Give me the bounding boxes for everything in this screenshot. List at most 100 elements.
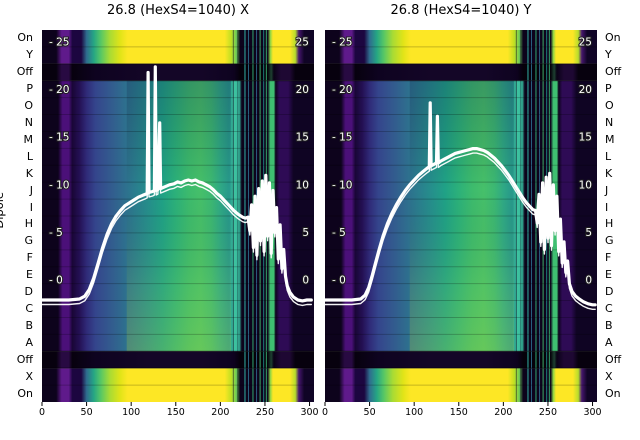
row-label-p-3: P: [605, 82, 612, 96]
row-label-i-10: I: [605, 200, 609, 214]
heatmap-plot-y: - 25 25 - 20 20 - 15 15 - 10 10 - 5 5 - 0 0: [323, 30, 597, 406]
heatmap-band-off-bottom: [42, 351, 314, 369]
row-label-g-12: G: [605, 234, 614, 248]
row-label-k-8: K: [25, 166, 33, 180]
profile-curve: [323, 101, 597, 307]
x-tick-label: 100: [405, 407, 424, 418]
x-tick-label: 300: [300, 407, 319, 418]
inner-ytick-left: - 5: [49, 227, 63, 239]
x-axis-ticks-x: 0 50 100 150 200 250 300: [39, 407, 322, 421]
heatmap-band-top-bright: [325, 30, 597, 64]
heatmap-plot-x: - 25 25 - 20 20 - 15 15 - 10 10 - 5 5 - 0 0: [40, 30, 314, 406]
row-label-n-5: N: [24, 116, 33, 129]
row-label-b-17: B: [605, 318, 613, 332]
row-label-y-1: Y: [26, 48, 33, 62]
row-label-a-18: A: [605, 335, 613, 349]
inner-ytick-left: - 5: [332, 227, 346, 239]
heatmap-stripe: [244, 30, 246, 402]
x-tick-label: 200: [494, 407, 513, 418]
x-tick-label: 100: [122, 407, 141, 418]
heatmap-stripe: [237, 30, 239, 402]
row-label-h-11: H: [24, 217, 33, 231]
inner-ytick-right: 0: [585, 275, 592, 287]
row-label-x-20: X: [605, 369, 613, 383]
inner-ytick-right: 10: [296, 179, 309, 191]
inner-ytick-right: 5: [302, 227, 309, 239]
row-label-j-9: J: [605, 183, 609, 197]
row-label-f-13: F: [605, 251, 612, 265]
x-tick-label: 200: [211, 407, 230, 418]
row-label-d-15: D: [605, 285, 614, 299]
row-label-p-3: P: [26, 82, 33, 96]
row-label-j-9: J: [29, 183, 33, 197]
row-label-e-14: E: [605, 268, 612, 282]
inner-ytick-left: - 15: [49, 132, 70, 144]
row-label-off-2: Off: [16, 65, 33, 79]
x-tick-label: 250: [255, 407, 274, 418]
row-label-y-1: Y: [605, 48, 612, 62]
inner-ytick-right: 25: [296, 37, 309, 49]
row-label-off-2: Off: [605, 65, 622, 79]
heatmap-band-bottom-bright: [42, 368, 314, 402]
inner-ytick-left: - 0: [332, 275, 346, 287]
inner-ytick-left: - 0: [49, 275, 63, 287]
row-label-off-19: Off: [605, 352, 622, 366]
row-label-x-20: X: [25, 369, 33, 383]
row-label-f-13: F: [26, 251, 33, 265]
inner-ytick-left: - 20: [49, 84, 70, 96]
plot-x-title: 26.8 (HexS4=1040) X: [107, 3, 249, 18]
row-label-off-19: Off: [16, 352, 33, 366]
row-label-d-15: D: [24, 285, 33, 299]
inner-ytick-left: - 10: [332, 179, 353, 191]
inner-ytick-right: 15: [579, 132, 592, 144]
heatmap-band-off-top: [42, 63, 314, 81]
inner-ytick-right: 20: [579, 84, 592, 96]
inner-ytick-right: 0: [302, 275, 309, 287]
row-label-o-4: O: [605, 99, 614, 113]
row-label-l-7: L: [26, 149, 33, 163]
left-row-labels: On Y Off P O N M L K J I H G F E D C B A Off X On: [0, 30, 38, 402]
heatmap-band-off-bottom: [325, 351, 597, 369]
row-label-m-6: M: [23, 132, 34, 146]
row-label-c-16: C: [605, 302, 613, 315]
row-label-l-7: L: [605, 149, 612, 163]
x-tick-label: 0: [38, 407, 46, 418]
heatmap-band-off-top: [325, 63, 597, 81]
x-axis-ticks-y: 0 50 100 150 200 250 300: [322, 407, 605, 421]
row-label-on-0: On: [17, 31, 33, 45]
row-label-on-21: On: [17, 386, 33, 400]
inner-ytick-right: 15: [296, 132, 309, 144]
row-label-c-16: C: [25, 302, 33, 315]
heatmap-stripe: [531, 30, 533, 402]
inner-ytick-right: 10: [579, 179, 592, 191]
inner-ytick-right: 20: [296, 84, 309, 96]
heatmap-stripe: [527, 30, 529, 402]
x-tick-label: 300: [583, 407, 602, 418]
inner-ytick-left: - 25: [332, 37, 353, 49]
row-label-e-14: E: [26, 268, 33, 282]
heatmap-stripe: [520, 30, 522, 402]
row-label-on-0: On: [605, 31, 621, 45]
heatmap-main-overlay: [126, 80, 232, 352]
row-label-k-8: K: [605, 166, 613, 180]
right-row-labels: On Y Off P O N M L K J I H G F E D C B A Off X On: [603, 30, 639, 402]
x-tick-label: 0: [321, 407, 329, 418]
row-label-n-5: N: [605, 116, 614, 129]
inner-ytick-left: - 25: [49, 37, 70, 49]
x-tick-label: 150: [449, 407, 468, 418]
row-label-b-17: B: [25, 318, 33, 332]
x-tick-label: 150: [166, 407, 185, 418]
row-label-m-6: M: [605, 132, 615, 146]
profile-curve: [40, 65, 313, 303]
heatmap-band-bottom-bright: [325, 368, 597, 402]
inner-ytick-right: 5: [585, 227, 592, 239]
inner-ytick-left: - 15: [332, 132, 353, 144]
row-label-on-21: On: [605, 386, 621, 400]
heatmap-main-overlay: [409, 80, 515, 352]
x-tick-label: 50: [80, 407, 93, 418]
heatmap-stripe: [515, 30, 517, 402]
inner-ytick-left: - 20: [332, 84, 353, 96]
x-tick-label: 50: [363, 407, 376, 418]
x-tick-label: 250: [538, 407, 557, 418]
